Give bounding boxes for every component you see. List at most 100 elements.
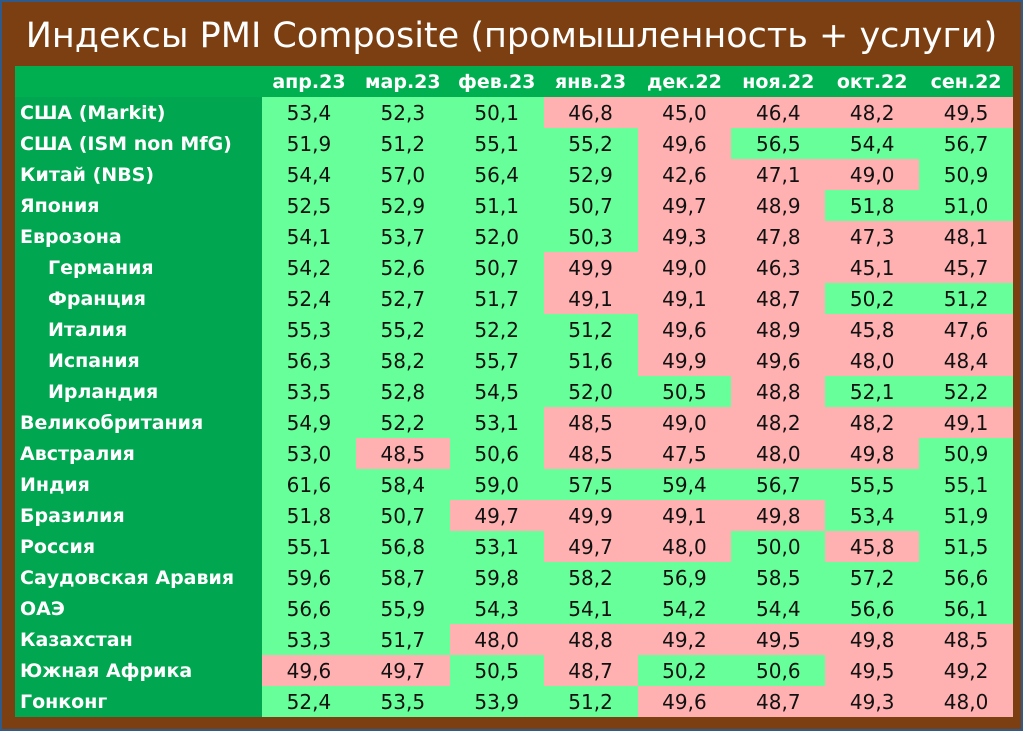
country-label: Ирландия	[15, 376, 262, 407]
chart-title: Индексы PMI Composite (промышленность + …	[25, 16, 998, 56]
pmi-value-cell: 49,3	[637, 221, 732, 252]
table-row: Италия 55,3 55,2 52,2 51,2 49,6 48,9 45,8 47,6	[15, 314, 1013, 345]
table-row: США (ISM non MfG) 51,9 51,2 55,1 55,2 49,6 56,…	[15, 128, 1013, 159]
table-row: Саудовская Аравия 59,6 58,7 59,8 58,2 56,9 58,…	[15, 562, 1013, 593]
pmi-value-cell: 49,8	[825, 624, 920, 655]
pmi-value-cell: 48,9	[731, 314, 826, 345]
pmi-value-cell: 49,9	[543, 500, 638, 531]
month-header: ноя.22	[731, 66, 826, 97]
pmi-value-cell: 47,6	[919, 314, 1013, 345]
pmi-value-cell: 49,6	[637, 128, 732, 159]
pmi-value-cell: 45,8	[825, 314, 920, 345]
pmi-value-cell: 56,3	[262, 345, 356, 376]
country-label: Саудовская Аравия	[15, 562, 262, 593]
table-row: Китай (NBS) 54,4 57,0 56,4 52,9 42,6 47,1 49,0 5…	[15, 159, 1013, 190]
pmi-value-cell: 50,1	[449, 97, 544, 128]
pmi-value-cell: 50,9	[919, 438, 1013, 469]
country-label: Гонконг	[15, 686, 262, 717]
pmi-value-cell: 58,5	[731, 562, 826, 593]
pmi-value-cell: 51,1	[449, 190, 544, 221]
country-label: США (Markit)	[15, 97, 262, 128]
country-label: ОАЭ	[15, 593, 262, 624]
pmi-value-cell: 52,4	[262, 283, 356, 314]
pmi-value-cell: 54,2	[262, 252, 356, 283]
pmi-value-cell: 49,8	[825, 438, 920, 469]
pmi-value-cell: 53,1	[449, 531, 544, 562]
pmi-value-cell: 48,2	[825, 97, 920, 128]
pmi-value-cell: 56,9	[637, 562, 732, 593]
pmi-value-cell: 49,0	[637, 252, 732, 283]
pmi-value-cell: 55,9	[355, 593, 450, 624]
pmi-value-cell: 49,2	[919, 655, 1013, 686]
pmi-value-cell: 47,8	[731, 221, 826, 252]
pmi-value-cell: 52,4	[262, 686, 356, 717]
table-row: ОАЭ 56,6 55,9 54,3 54,1 54,2 54,4 56,6 56,1	[15, 593, 1013, 624]
pmi-value-cell: 54,4	[825, 128, 920, 159]
month-header: янв.23	[543, 66, 638, 97]
pmi-value-cell: 51,2	[543, 686, 638, 717]
pmi-value-cell: 51,8	[825, 190, 920, 221]
pmi-value-cell: 59,6	[262, 562, 356, 593]
pmi-value-cell: 49,1	[637, 500, 732, 531]
pmi-value-cell: 51,7	[355, 624, 450, 655]
month-header: фев.23	[449, 66, 544, 97]
pmi-value-cell: 49,2	[637, 624, 732, 655]
country-label: Россия	[15, 531, 262, 562]
pmi-value-cell: 48,2	[825, 407, 920, 438]
pmi-value-cell: 53,9	[449, 686, 544, 717]
pmi-value-cell: 49,5	[825, 655, 920, 686]
pmi-value-cell: 54,4	[731, 593, 826, 624]
pmi-value-cell: 52,1	[825, 376, 920, 407]
pmi-value-cell: 56,1	[919, 593, 1013, 624]
pmi-value-cell: 53,4	[262, 97, 356, 128]
pmi-value-cell: 50,9	[919, 159, 1013, 190]
month-header: дек.22	[637, 66, 732, 97]
pmi-value-cell: 49,1	[543, 283, 638, 314]
pmi-value-cell: 53,5	[262, 376, 356, 407]
table-row: Франция 52,4 52,7 51,7 49,1 49,1 48,7 50,2 51,2	[15, 283, 1013, 314]
country-label: Испания	[15, 345, 262, 376]
pmi-value-cell: 50,2	[825, 283, 920, 314]
table-row: Япония 52,5 52,9 51,1 50,7 49,7 48,9 51,8 51,0	[15, 190, 1013, 221]
pmi-value-cell: 48,7	[731, 283, 826, 314]
header-corner	[15, 66, 262, 97]
pmi-value-cell: 50,0	[731, 531, 826, 562]
pmi-value-cell: 52,7	[355, 283, 450, 314]
pmi-value-cell: 56,6	[262, 593, 356, 624]
pmi-value-cell: 55,5	[825, 469, 920, 500]
pmi-value-cell: 52,5	[262, 190, 356, 221]
pmi-value-cell: 48,8	[543, 624, 638, 655]
pmi-value-cell: 49,0	[825, 159, 920, 190]
pmi-value-cell: 55,1	[262, 531, 356, 562]
pmi-value-cell: 54,2	[637, 593, 732, 624]
pmi-value-cell: 49,3	[825, 686, 920, 717]
pmi-value-cell: 50,7	[355, 500, 450, 531]
table-row: Германия 54,2 52,6 50,7 49,9 49,0 46,3 45,1 45,7	[15, 252, 1013, 283]
pmi-value-cell: 52,3	[355, 97, 450, 128]
pmi-value-cell: 56,5	[731, 128, 826, 159]
table-row: Южная Африка 49,6 49,7 50,5 48,7 50,2 50,6 49,5…	[15, 655, 1013, 686]
pmi-value-cell: 54,9	[262, 407, 356, 438]
pmi-value-cell: 59,8	[449, 562, 544, 593]
pmi-value-cell: 59,4	[637, 469, 732, 500]
pmi-value-cell: 57,5	[543, 469, 638, 500]
pmi-value-cell: 50,7	[449, 252, 544, 283]
pmi-value-cell: 49,0	[637, 407, 732, 438]
pmi-value-cell: 55,7	[449, 345, 544, 376]
pmi-value-cell: 53,3	[262, 624, 356, 655]
pmi-value-cell: 49,5	[919, 97, 1013, 128]
pmi-table: апр.23 мар.23 фев.23 янв.23 дек.22 ноя.2…	[15, 66, 1013, 717]
pmi-value-cell: 49,7	[637, 190, 732, 221]
pmi-value-cell: 48,5	[543, 438, 638, 469]
pmi-value-cell: 58,2	[543, 562, 638, 593]
country-label: Япония	[15, 190, 262, 221]
pmi-value-cell: 49,9	[637, 345, 732, 376]
pmi-value-cell: 49,9	[543, 252, 638, 283]
pmi-value-cell: 48,0	[825, 345, 920, 376]
table-row: Бразилия 51,8 50,7 49,7 49,9 49,1 49,8 53,4 51,9	[15, 500, 1013, 531]
pmi-value-cell: 46,8	[543, 97, 638, 128]
pmi-value-cell: 46,3	[731, 252, 826, 283]
pmi-value-cell: 51,5	[919, 531, 1013, 562]
pmi-table-body: США (Markit) 53,4 52,3 50,1 46,8 45,0 46,4 48,2…	[15, 97, 1013, 717]
